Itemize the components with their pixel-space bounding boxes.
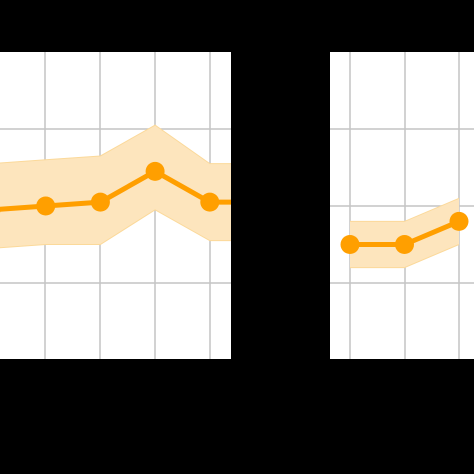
data-point <box>395 235 414 254</box>
band-lower-edge <box>350 244 460 269</box>
confidence-band <box>0 125 231 248</box>
data-point <box>0 206 1 213</box>
data-point <box>90 192 110 212</box>
band-lower-edge <box>0 209 231 249</box>
data-point <box>200 192 220 212</box>
data-point <box>449 211 469 231</box>
chart-left <box>0 52 274 359</box>
band-upper-edge <box>0 124 231 165</box>
data-point <box>36 196 56 216</box>
data-point <box>255 193 274 212</box>
data-point <box>145 161 165 181</box>
chart-right <box>330 52 474 359</box>
data-point <box>340 235 360 254</box>
band-upper-edge <box>350 197 460 222</box>
confidence-band <box>350 198 459 268</box>
